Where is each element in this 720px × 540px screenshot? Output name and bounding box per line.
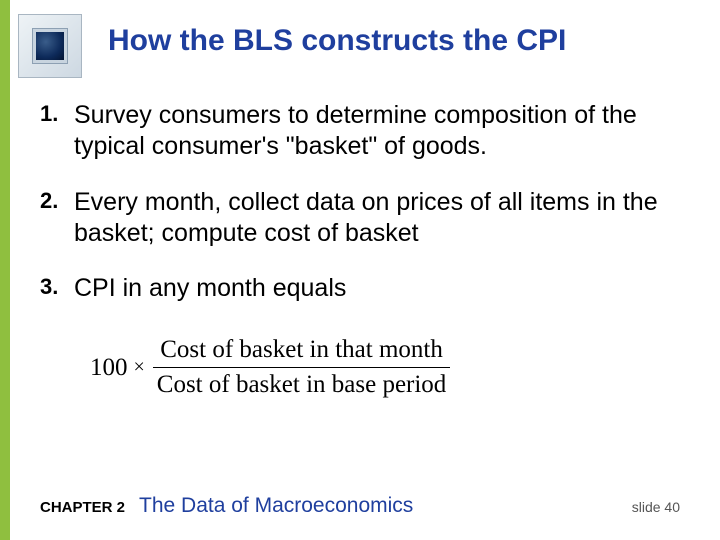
formula-denominator: Cost of basket in base period	[153, 371, 451, 399]
list-number: 1.	[40, 100, 74, 163]
chapter-label: CHAPTER 2	[40, 499, 125, 516]
cpi-formula: 100 × Cost of basket in that month Cost …	[90, 336, 450, 399]
list-number: 3.	[40, 273, 74, 304]
formula-multiply-symbol: ×	[134, 356, 145, 379]
list-text: CPI in any month equals	[74, 273, 680, 304]
formula-fraction: Cost of basket in that month Cost of bas…	[153, 336, 451, 399]
formula-numerator: Cost of basket in that month	[156, 336, 447, 364]
formula-fraction-bar	[153, 367, 451, 368]
accent-sidebar	[0, 0, 10, 540]
slide-footer: CHAPTER 2 The Data of Macroeconomics sli…	[40, 494, 680, 518]
slide-body: 1. Survey consumers to determine composi…	[40, 100, 680, 328]
formula-coefficient: 100	[90, 354, 128, 382]
list-item: 3. CPI in any month equals	[40, 273, 680, 304]
chapter-subtitle: The Data of Macroeconomics	[139, 494, 632, 518]
slide-number: slide 40	[632, 499, 680, 515]
list-number: 2.	[40, 187, 74, 250]
list-item: 1. Survey consumers to determine composi…	[40, 100, 680, 163]
list-text: Every month, collect data on prices of a…	[74, 187, 680, 250]
list-item: 2. Every month, collect data on prices o…	[40, 187, 680, 250]
chapter-logo-inner	[33, 29, 67, 63]
slide-title: How the BLS constructs the CPI	[108, 24, 688, 58]
list-text: Survey consumers to determine compositio…	[74, 100, 680, 163]
chapter-logo	[18, 14, 82, 78]
